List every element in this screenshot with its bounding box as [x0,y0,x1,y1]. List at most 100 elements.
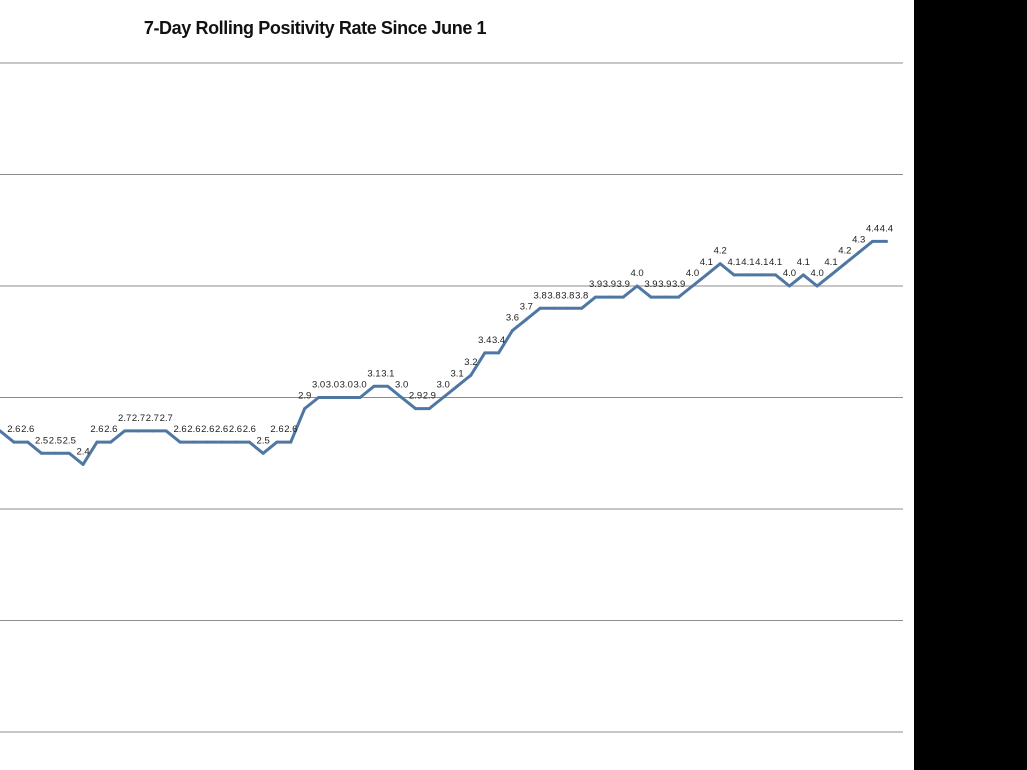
data-label: 2.7 [160,413,173,424]
data-label: 4.1 [769,257,782,268]
data-label: 3.9 [672,279,685,290]
chart-canvas: 7-Day Rolling Positivity Rate Since June… [0,0,914,770]
data-point [857,251,861,255]
data-label: 2.6 [104,424,117,435]
data-label: 4.1 [824,257,837,268]
data-label: 2.5 [35,435,48,446]
data-label: 2.6 [215,424,228,435]
data-point [372,384,376,388]
data-point [12,440,16,444]
data-point [137,429,140,433]
gridlines [0,62,903,733]
data-label: 2.9 [298,391,311,402]
data-label: 2.6 [173,424,186,435]
data-point [815,284,819,288]
data-point [594,295,598,299]
line-chart: 2.6 2.62.5 2.5 2.52.42.6 2.62.7 2.7 2.7 2.72.6 2… [0,62,903,733]
data-label: 2.6 [270,424,283,435]
data-point [524,317,528,321]
data-label: 3.9 [644,279,657,290]
data-point [67,451,71,455]
data-label: 3.8 [575,290,588,301]
data-label: 4.4 [880,223,893,234]
data-point [566,306,570,310]
data-label: 2.6 [7,424,20,435]
data-label: 4.1 [797,257,810,268]
data-point [580,306,584,310]
data-point [677,295,681,299]
data-point [414,407,417,411]
data-point [663,295,667,299]
data-point [247,440,251,444]
data-point [704,273,708,277]
data-label: 2.6 [229,424,242,435]
series-line [0,239,888,466]
data-point [732,273,736,277]
data-point [330,396,334,399]
data-labels: 2.6 2.62.5 2.5 2.52.42.6 2.62.7 2.7 2.7 2.72.6 2… [7,223,893,457]
data-point [123,429,127,433]
data-label: 2.6 [201,424,214,435]
data-label: 3.8 [561,290,574,301]
data-point [538,306,542,310]
data-label: 3.6 [506,313,519,324]
data-point [344,396,348,399]
data-label: 3.0 [353,380,366,391]
data-label: 2.6 [187,424,200,435]
data-label: 3.0 [312,380,325,391]
data-label: 2.5 [257,435,270,446]
data-label: 3.2 [464,357,477,368]
data-label: 4.0 [783,268,796,279]
data-point [275,440,279,444]
data-label: 4.2 [714,246,727,257]
data-point [26,440,30,444]
data-label: 4.2 [838,246,851,257]
data-point [691,284,694,288]
data-label: 3.9 [617,279,630,290]
data-point [358,396,362,399]
data-label: 2.6 [284,424,297,435]
data-label: 2.7 [118,413,131,424]
data-label: 4.4 [866,223,879,234]
data-point [40,451,44,455]
data-point [192,440,196,444]
data-point [81,462,85,466]
data-label: 3.0 [395,380,408,391]
data-point [220,440,224,444]
data-label: 3.9 [658,279,671,290]
data-point [386,384,390,388]
data-label: 2.6 [243,424,256,435]
data-point [95,440,99,444]
data-point [829,273,833,277]
data-point [233,440,237,444]
data-label: 4.3 [852,235,865,246]
data-label: 3.1 [450,368,463,379]
data-label: 3.1 [367,368,380,379]
data-label: 4.0 [630,268,643,279]
data-label: 2.7 [146,413,159,424]
data-label: 2.5 [63,435,76,446]
data-point [427,407,431,411]
data-point [635,284,639,288]
chart-title: 7-Day Rolling Positivity Rate Since June… [143,18,487,38]
data-label: 4.0 [811,268,824,279]
data-point [746,273,750,277]
data-label: 2.5 [49,435,62,446]
data-label: 2.9 [409,391,422,402]
series-line-group [0,239,888,466]
data-point [178,440,182,444]
data-label: 2.4 [76,446,89,457]
data-point [787,284,791,288]
data-point [289,440,293,444]
data-label: 4.0 [686,268,699,279]
data-point [441,396,445,399]
data-label: 4.1 [700,257,713,268]
data-label: 3.1 [381,368,394,379]
data-point [871,239,875,243]
data-point [483,351,487,355]
data-point [400,396,404,399]
data-label: 4.1 [741,257,754,268]
data-point [206,440,210,444]
data-label: 3.8 [534,290,547,301]
data-point [455,384,459,388]
